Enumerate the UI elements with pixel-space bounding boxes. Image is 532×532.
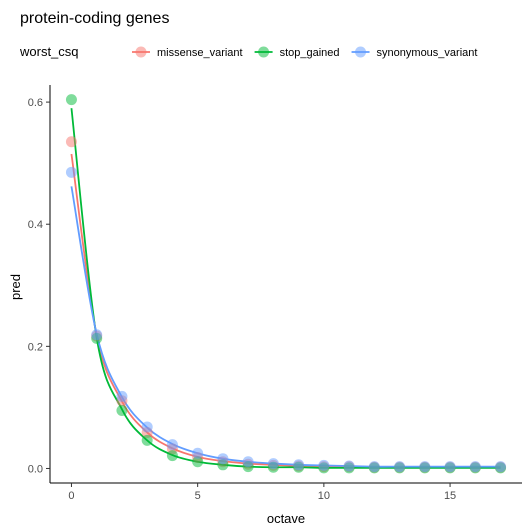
data-point-synonymous-variant	[293, 459, 304, 470]
x-tick-label: 5	[195, 490, 201, 502]
data-point-stop-gained	[142, 435, 153, 446]
series-line-stop-gained	[71, 108, 500, 468]
legend-items: missense_variant stop_gained synonymous_va…	[132, 47, 477, 60]
data-point-synonymous-variant	[142, 421, 153, 432]
x-ticks: 0 5 10 15	[68, 483, 456, 502]
y-tick-label: 0.6	[28, 97, 43, 109]
legend-label-synonymous-variant: synonymous_variant	[377, 47, 478, 59]
legend-key-synonymous-variant	[352, 47, 370, 58]
data-point-stop-gained	[66, 94, 77, 105]
legend-title: worst_csq	[19, 44, 79, 59]
x-tick-label: 15	[444, 490, 456, 502]
legend-label-stop-gained: stop_gained	[280, 47, 340, 59]
data-point-synonymous-variant	[217, 453, 228, 464]
data-point-synonymous-variant	[268, 458, 279, 469]
data-point-synonymous-variant	[344, 461, 355, 472]
data-point-synonymous-variant	[394, 461, 405, 472]
legend-key-stop-gained	[255, 47, 273, 58]
plot-area: 0 5 10 15 0.0 0.2 0.4 0.6	[28, 85, 522, 502]
y-tick-label: 0.4	[28, 219, 43, 231]
x-axis-label: octave	[267, 511, 305, 526]
legend: worst_csq missense_variant stop_gained syn…	[19, 44, 477, 59]
series-lines	[71, 108, 500, 468]
data-point-synonymous-variant	[419, 461, 430, 472]
x-tick-label: 10	[318, 490, 330, 502]
x-tick-label: 0	[68, 490, 74, 502]
series-line-synonymous-variant	[71, 186, 500, 466]
data-point-missense-variant	[66, 136, 77, 147]
data-point-synonymous-variant	[192, 448, 203, 459]
data-point-synonymous-variant	[243, 456, 254, 467]
legend-key-missense-variant	[132, 47, 150, 58]
data-point-synonymous-variant	[445, 461, 456, 472]
chart-title: protein-coding genes	[20, 10, 169, 27]
data-point-synonymous-variant	[318, 460, 329, 471]
data-point-stop-gained	[167, 450, 178, 461]
data-point-synonymous-variant	[91, 329, 102, 340]
y-tick-label: 0.0	[28, 463, 43, 475]
legend-label-missense-variant: missense_variant	[157, 47, 243, 59]
data-point-synonymous-variant	[167, 439, 178, 450]
data-point-synonymous-variant	[495, 461, 506, 472]
y-axis-label: pred	[8, 274, 23, 300]
data-point-synonymous-variant	[66, 167, 77, 178]
series-line-missense-variant	[71, 154, 500, 467]
data-point-synonymous-variant	[369, 461, 380, 472]
data-point-synonymous-variant	[470, 461, 481, 472]
data-point-stop-gained	[116, 405, 127, 416]
y-tick-label: 0.2	[28, 341, 43, 353]
y-ticks: 0.0 0.2 0.4 0.6	[28, 97, 50, 475]
data-point-synonymous-variant	[116, 391, 127, 402]
